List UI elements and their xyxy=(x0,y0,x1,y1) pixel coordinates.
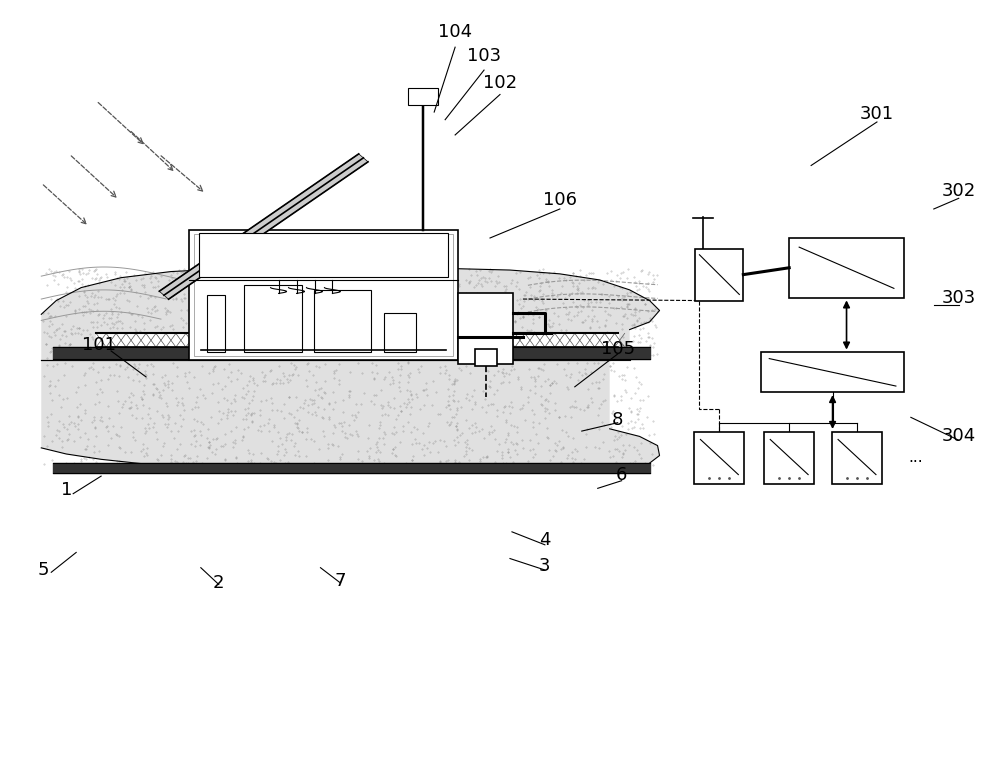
Bar xyxy=(832,432,882,484)
Text: 301: 301 xyxy=(860,106,894,123)
Text: 1: 1 xyxy=(61,481,72,499)
Text: 2: 2 xyxy=(213,574,225,592)
Text: 101: 101 xyxy=(82,336,116,354)
Text: 103: 103 xyxy=(467,47,501,65)
Polygon shape xyxy=(159,154,368,300)
Text: 302: 302 xyxy=(942,182,976,200)
Bar xyxy=(764,432,814,484)
Polygon shape xyxy=(41,360,660,473)
Text: 4: 4 xyxy=(539,532,551,549)
Text: 102: 102 xyxy=(483,74,517,92)
Bar xyxy=(458,293,513,364)
Text: 304: 304 xyxy=(942,427,976,445)
Text: ...: ... xyxy=(909,450,923,465)
Bar xyxy=(244,285,302,352)
Bar xyxy=(189,231,458,360)
Bar xyxy=(694,432,744,484)
Bar xyxy=(789,238,904,297)
Text: 6: 6 xyxy=(616,466,627,483)
Text: 3: 3 xyxy=(539,557,551,575)
Text: 8: 8 xyxy=(612,411,623,429)
Text: 106: 106 xyxy=(543,191,577,209)
Bar xyxy=(695,249,743,300)
Text: 303: 303 xyxy=(942,289,976,306)
Bar xyxy=(314,290,371,352)
Text: 7: 7 xyxy=(335,572,346,591)
Bar xyxy=(475,349,497,366)
Bar xyxy=(384,313,416,352)
Bar xyxy=(761,352,904,392)
Text: 105: 105 xyxy=(601,339,635,358)
Text: 5: 5 xyxy=(38,561,49,579)
Bar xyxy=(194,234,453,356)
Polygon shape xyxy=(41,267,660,360)
Bar xyxy=(199,234,448,277)
Bar xyxy=(408,88,438,105)
Bar xyxy=(207,295,225,352)
Text: 104: 104 xyxy=(438,23,472,41)
